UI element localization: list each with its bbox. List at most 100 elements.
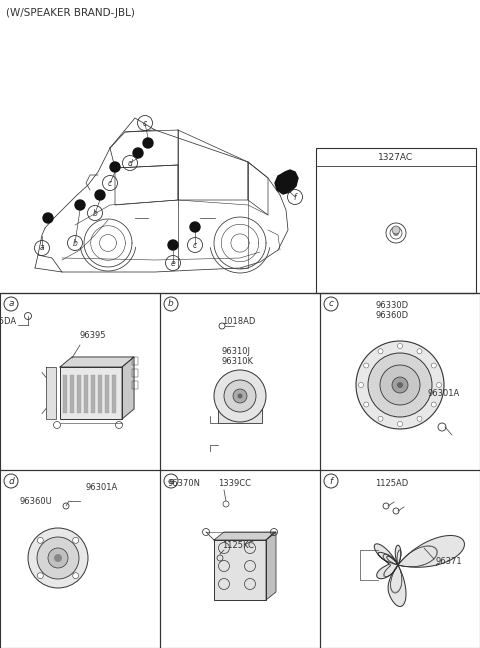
Polygon shape [275,170,298,194]
Circle shape [48,548,68,568]
Circle shape [364,402,369,407]
Circle shape [72,537,79,543]
Circle shape [37,537,79,579]
Text: 96301A: 96301A [85,483,117,492]
Polygon shape [122,357,134,419]
Circle shape [54,554,62,562]
Text: 1327AC: 1327AC [378,152,414,161]
Bar [70,375,74,413]
Circle shape [392,377,408,393]
Text: f: f [294,192,296,202]
Text: 96310J: 96310J [222,347,251,356]
Circle shape [143,138,153,148]
Text: b: b [93,209,97,218]
Bar [316,148,476,293]
Text: 96360U: 96360U [20,498,53,507]
Circle shape [37,537,43,543]
Circle shape [380,365,420,405]
Circle shape [28,528,88,588]
Polygon shape [266,532,276,600]
Text: 1125DA: 1125DA [0,318,16,327]
Circle shape [397,343,403,349]
Text: 1125KC: 1125KC [222,542,254,551]
Circle shape [356,341,444,429]
Circle shape [37,573,43,579]
Circle shape [133,148,143,158]
Circle shape [224,380,256,412]
Bar [0,470,160,648]
Text: f: f [329,476,333,485]
Bar [84,375,88,413]
Text: 1018AD: 1018AD [222,318,255,327]
Bar [63,375,67,413]
Bar [60,367,122,419]
Text: e: e [168,476,174,485]
Bar [91,375,95,413]
Circle shape [214,370,266,422]
Circle shape [72,573,79,579]
Circle shape [392,226,400,234]
Circle shape [397,421,403,426]
Circle shape [417,416,422,421]
Text: b: b [72,238,77,248]
Polygon shape [214,532,276,540]
Bar [160,470,320,648]
Circle shape [364,363,369,368]
Circle shape [397,382,403,388]
Bar [0,293,160,470]
Bar [132,357,138,365]
Bar [160,293,320,470]
Circle shape [359,382,363,388]
Text: 96395: 96395 [80,330,107,340]
Text: d: d [128,159,132,167]
Circle shape [431,363,436,368]
Text: 96370N: 96370N [168,480,201,489]
Bar [98,375,102,413]
Text: 96301A: 96301A [428,389,460,399]
Bar [112,375,116,413]
Circle shape [436,382,442,388]
Text: c: c [143,119,147,128]
Circle shape [378,416,383,421]
Text: c: c [193,240,197,249]
Circle shape [168,240,178,250]
Text: a: a [40,244,44,253]
Circle shape [110,162,120,172]
Circle shape [378,349,383,354]
Text: 1339CC: 1339CC [218,480,251,489]
Bar [214,540,266,600]
Text: a: a [8,299,14,308]
Text: e: e [170,259,175,268]
Bar [77,375,81,413]
Polygon shape [374,535,465,607]
Polygon shape [60,357,134,367]
Text: (W/SPEAKER BRAND-JBL): (W/SPEAKER BRAND-JBL) [6,8,135,18]
Text: 96360D: 96360D [375,312,408,321]
Text: 96310K: 96310K [222,358,254,367]
Bar [320,470,480,648]
Circle shape [190,222,200,232]
Circle shape [95,190,105,200]
Text: d: d [8,476,14,485]
Circle shape [431,402,436,407]
Circle shape [417,349,422,354]
Text: c: c [108,178,112,187]
Circle shape [238,393,242,399]
Circle shape [75,200,85,210]
Text: c: c [328,299,334,308]
Text: 1125AD: 1125AD [375,480,408,489]
Bar [218,401,262,423]
Circle shape [368,353,432,417]
Bar [320,293,480,470]
Text: 96371: 96371 [435,557,462,566]
Bar [132,369,138,377]
Bar [132,381,138,389]
Circle shape [393,230,399,236]
Text: 96330D: 96330D [375,301,408,310]
Circle shape [43,213,53,223]
Polygon shape [46,367,56,419]
Text: b: b [168,299,174,308]
Circle shape [233,389,247,403]
Bar [105,375,109,413]
Circle shape [278,175,288,185]
